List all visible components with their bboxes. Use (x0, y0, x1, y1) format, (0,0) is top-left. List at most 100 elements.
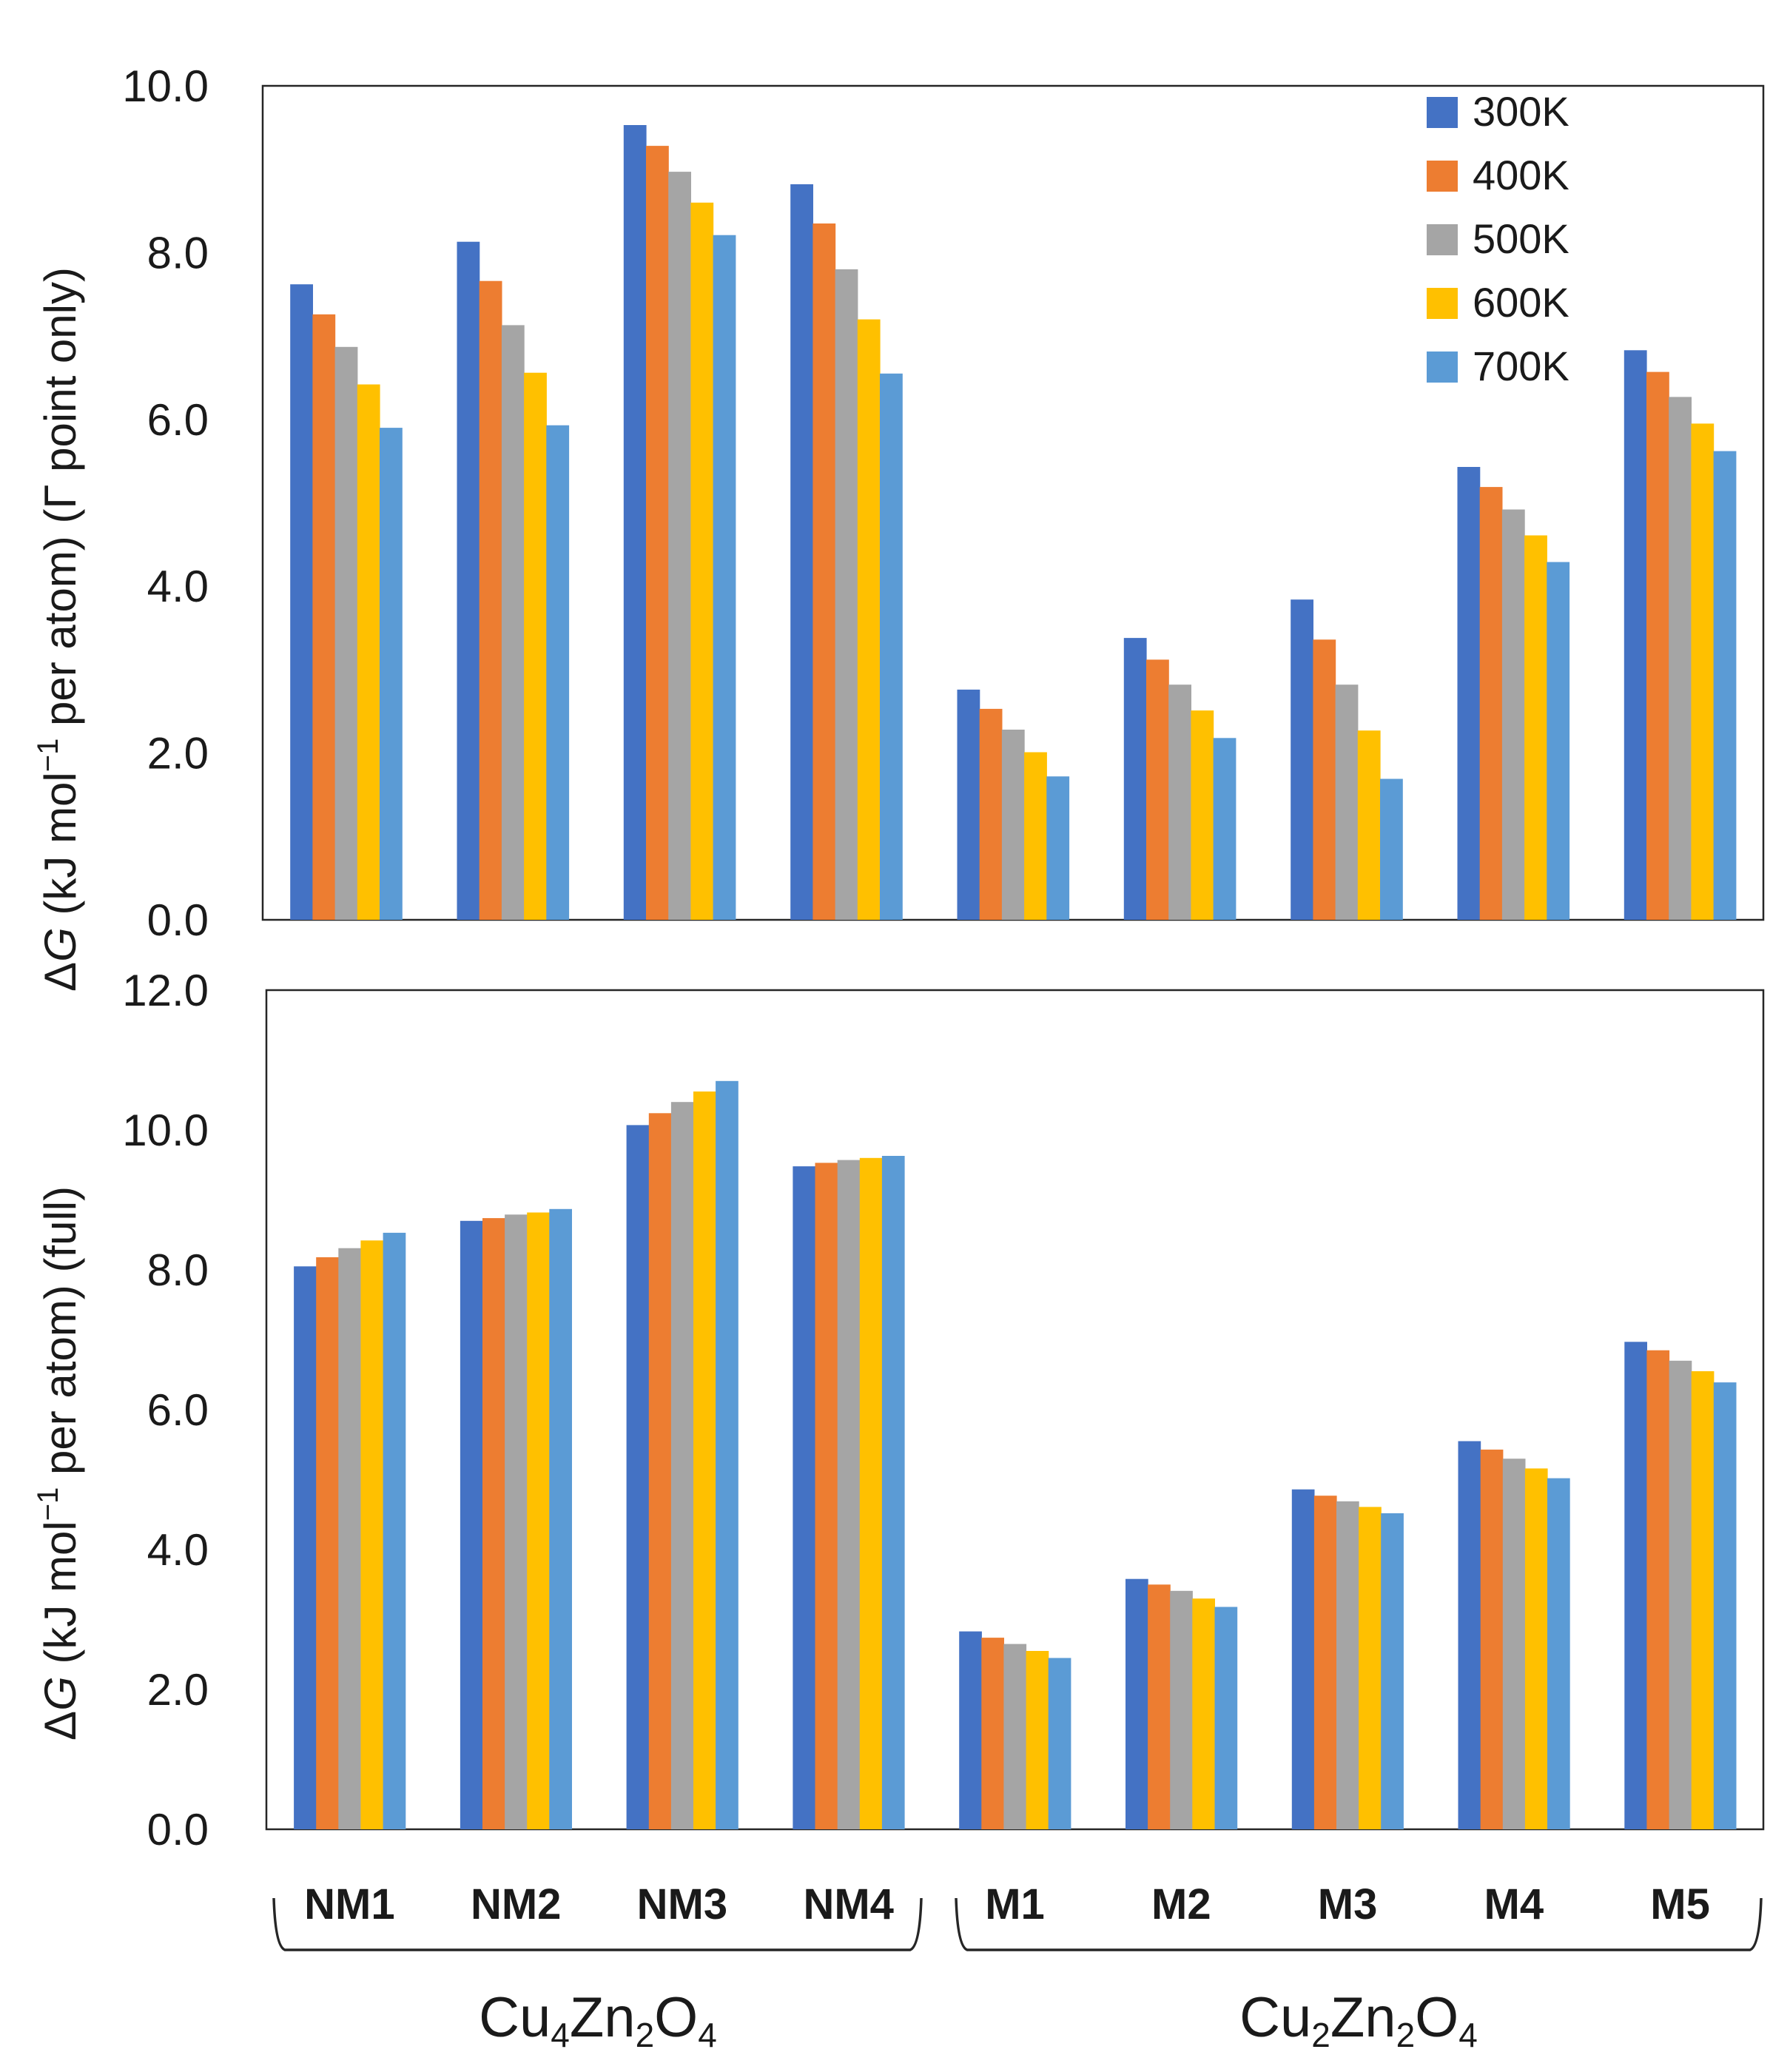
bar-nm3-400k (648, 1113, 672, 1829)
zn-sub: 2 (1396, 2016, 1416, 2054)
zn-text: Zn (570, 1986, 636, 2049)
bar-m2-700k (1213, 738, 1236, 920)
o-sub: 4 (698, 2016, 717, 2054)
zn-text: Zn (1330, 1986, 1396, 2049)
bar-nm4-500k (837, 1160, 861, 1829)
bar-nm1-600k (360, 1240, 384, 1829)
category-label-m2: M2 (1151, 1880, 1211, 1928)
bar-m1-500k (1003, 1644, 1027, 1829)
legend-swatch-700k (1427, 352, 1458, 383)
bar-m4-600k (1524, 535, 1547, 920)
bar-m2-300k (1126, 1578, 1148, 1829)
category-label-nm3: NM3 (637, 1880, 727, 1928)
legend-label-600k: 600K (1473, 279, 1569, 326)
bar-m3-700k (1380, 778, 1403, 920)
bar-nm2-500k (501, 325, 525, 920)
legend-label-400k: 400K (1473, 152, 1569, 198)
legend-swatch-500k (1427, 224, 1458, 255)
ylabel-units: (kJ mol (36, 1521, 85, 1676)
ylabel-exponent: −1 (32, 739, 64, 773)
bar-nm2-600k (524, 372, 547, 920)
bar-m2-600k (1192, 1598, 1215, 1829)
ylabel-g: G (36, 927, 85, 962)
bar-nm2-400k (482, 1218, 505, 1829)
bar-nm1-500k (334, 346, 358, 920)
bar-nm1-300k (290, 284, 313, 920)
bar-m4-700k (1547, 562, 1570, 920)
o-text: O (1415, 1986, 1458, 2049)
bar-m4-400k (1480, 1449, 1504, 1829)
bar-m3-400k (1313, 1496, 1337, 1829)
legend-swatch-400k (1427, 161, 1458, 192)
bar-m1-700k (1048, 1658, 1071, 1829)
bar-m1-300k (959, 1631, 982, 1829)
bar-m1-700k (1046, 776, 1070, 920)
bar-nm3-600k (693, 1092, 716, 1829)
bar-nm2-700k (546, 425, 570, 920)
category-label-nm2: NM2 (471, 1880, 561, 1928)
ylabel-g: G (36, 1676, 85, 1711)
bar-m5-300k (1624, 1342, 1647, 1829)
zn-sub: 2 (636, 2016, 655, 2054)
bar-m5-700k (1713, 1382, 1737, 1829)
bar-nm4-300k (790, 184, 813, 920)
group-label-cu2zn2o4: Cu2Zn2O4 (1239, 1986, 1478, 2054)
bar-nm4-500k (835, 269, 858, 920)
y-tick-label: 10.0 (122, 1106, 209, 1155)
bar-nm4-600k (859, 1157, 883, 1829)
bar-m2-300k (1123, 638, 1147, 920)
bar-nm1-400k (312, 314, 336, 920)
bar-m5-600k (1691, 1371, 1715, 1829)
legend-label-500k: 500K (1473, 215, 1569, 262)
bar-nm4-700k (880, 373, 903, 920)
category-label-nm1: NM1 (304, 1880, 394, 1928)
bar-m3-500k (1336, 1501, 1359, 1829)
bar-m3-400k (1313, 639, 1336, 920)
bar-nm2-300k (460, 1220, 483, 1829)
bars-gamma (290, 125, 1737, 921)
cu-sub: 4 (551, 2016, 570, 2054)
bar-m4-600k (1524, 1468, 1548, 1829)
bar-nm1-600k (357, 384, 380, 920)
bar-m5-500k (1669, 1360, 1692, 1829)
bar-m1-400k (979, 708, 1003, 920)
bar-m5-700k (1713, 451, 1737, 920)
y-tick-label: 6.0 (147, 395, 209, 445)
legend-label-300k: 300K (1473, 88, 1569, 135)
bar-m2-700k (1214, 1607, 1238, 1829)
bar-nm2-600k (527, 1212, 550, 1829)
category-label-m5: M5 (1650, 1880, 1710, 1928)
bar-m1-300k (957, 689, 980, 920)
bar-m2-400k (1146, 659, 1169, 920)
bar-m4-500k (1501, 509, 1525, 920)
bar-nm4-400k (815, 1163, 838, 1829)
bar-m1-500k (1001, 730, 1025, 920)
bar-nm2-300k (457, 241, 480, 920)
bar-m5-400k (1646, 371, 1669, 921)
bar-nm3-300k (623, 125, 647, 920)
bar-m1-600k (1026, 1651, 1049, 1829)
y-ticks-full: 0.0 2.0 4.0 6.0 8.0 10.0 12.0 (122, 966, 209, 1854)
panel-gamma-point: 0.0 2.0 4.0 6.0 8.0 10.0 300K 400K 500K 600K 700K… (32, 61, 1765, 992)
bar-m1-400k (981, 1638, 1004, 1829)
legend-label-700k: 700K (1473, 343, 1569, 389)
bar-nm1-700k (383, 1232, 406, 1829)
bar-m3-500k (1335, 684, 1359, 920)
y-tick-label: 4.0 (147, 562, 209, 611)
ylabel-delta: Δ (36, 962, 85, 992)
bar-nm3-300k (626, 1125, 650, 1829)
y-tick-label: 0.0 (147, 895, 209, 945)
category-label-m3: M3 (1318, 1880, 1378, 1928)
bar-nm4-700k (881, 1156, 905, 1829)
bar-nm4-300k (793, 1166, 816, 1829)
legend-swatch-600k (1427, 288, 1458, 319)
category-label-m1: M1 (985, 1880, 1045, 1928)
y-tick-label: 4.0 (147, 1525, 209, 1575)
bar-nm1-300k (294, 1266, 317, 1829)
category-label-m4: M4 (1484, 1880, 1544, 1928)
y-axis-label-gamma: ΔG (kJ mol−1 per atom) (Γ point only) (32, 267, 85, 992)
bar-nm2-500k (505, 1214, 528, 1829)
bar-m5-300k (1624, 350, 1647, 920)
ylabel-delta: Δ (36, 1711, 85, 1740)
y-tick-label: 0.0 (147, 1805, 209, 1854)
